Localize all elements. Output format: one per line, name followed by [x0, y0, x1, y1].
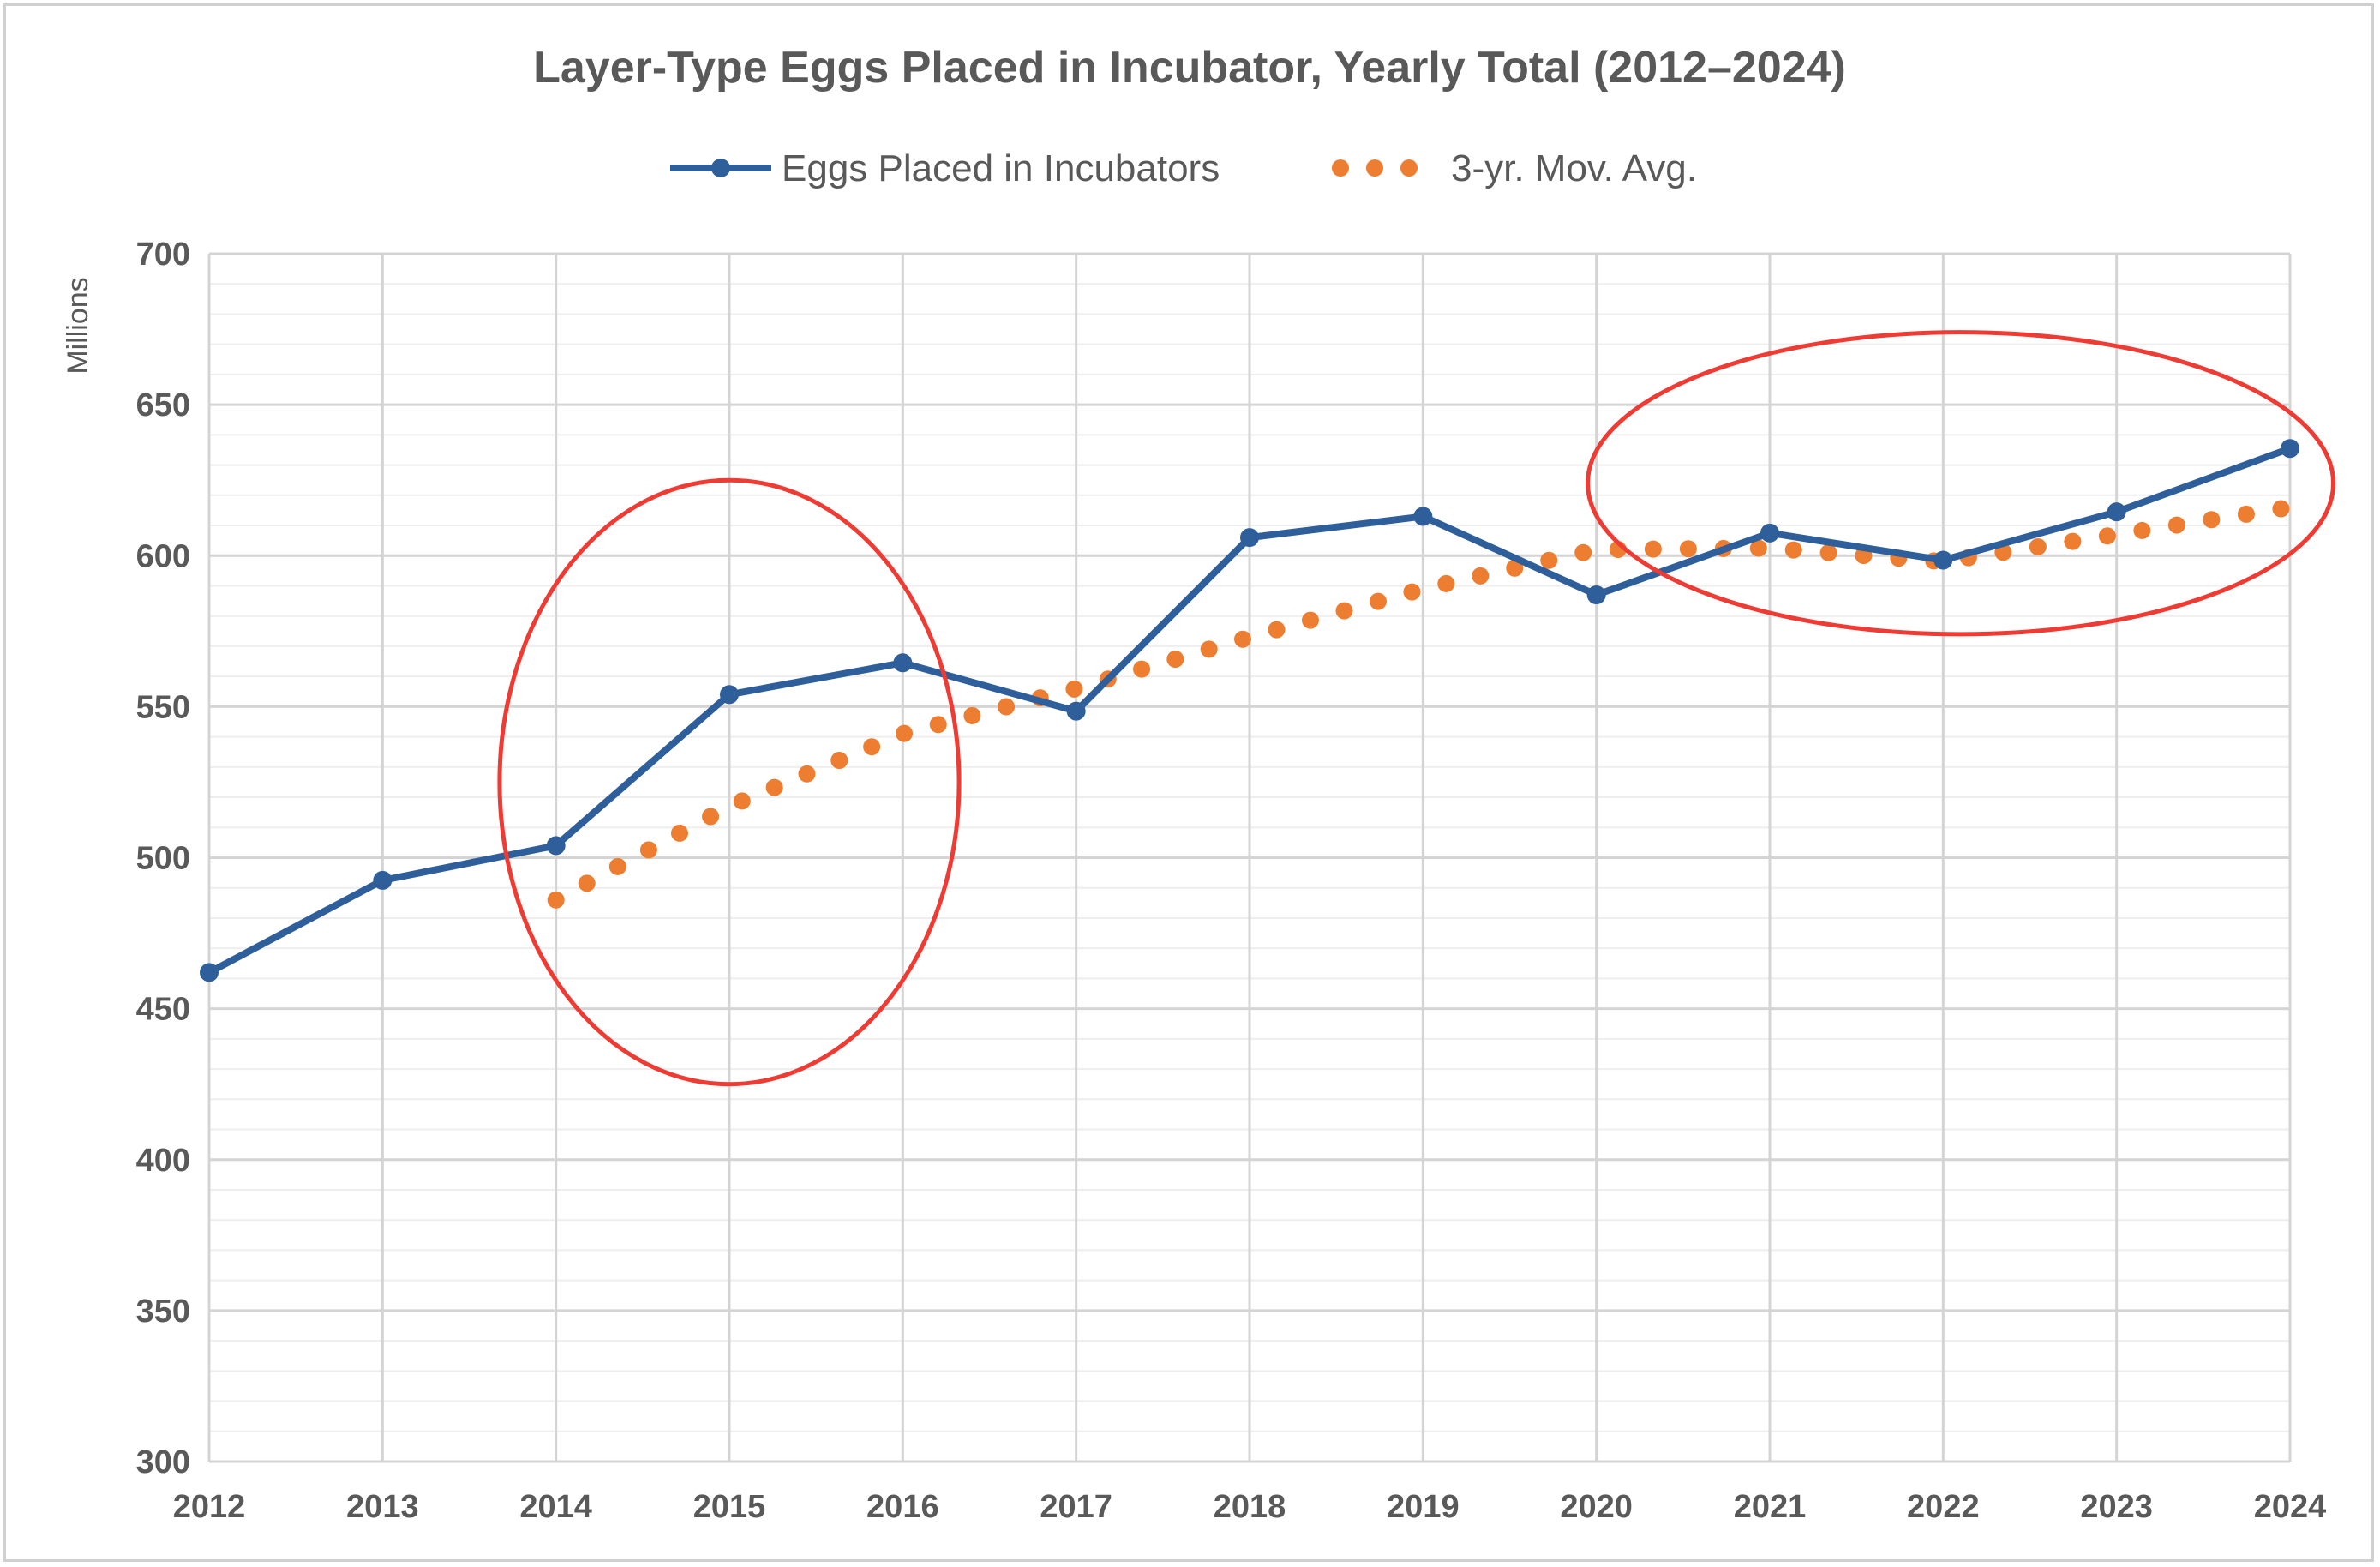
mavg-dot	[1574, 543, 1592, 561]
mavg-dot	[2029, 537, 2047, 555]
chart-title: Layer-Type Eggs Placed in Incubator, Yea…	[533, 43, 1846, 93]
legend-swatch-mavg-dot	[1400, 159, 1418, 177]
x-tick-labels: 2012 2013 2014 2015 2016 2017 2018 2019 2020 2021…	[173, 1489, 2327, 1525]
x-tick-label: 2018	[1214, 1489, 1286, 1525]
x-tick-label: 2019	[1387, 1489, 1460, 1525]
mavg-dot	[798, 765, 816, 783]
legend-label-eggs: Eggs Placed in Incubators	[782, 147, 1220, 189]
annotation-ellipse	[1586, 330, 2336, 637]
y-tick-label: 500	[136, 841, 190, 877]
eggs-placed-point	[1586, 585, 1606, 605]
legend-label-mavg: 3-yr. Mov. Avg.	[1451, 147, 1697, 189]
mavg-dot	[702, 808, 720, 826]
mavg-dot	[1234, 630, 1252, 648]
y-tick-label: 450	[136, 992, 190, 1028]
y-tick-label: 550	[136, 689, 190, 725]
mavg-dot	[2064, 532, 2082, 550]
mavg-dot	[1301, 611, 1319, 629]
mavg-dot	[578, 874, 596, 892]
eggs-placed-point	[2107, 502, 2126, 522]
eggs-placed-point	[1933, 550, 1953, 570]
mavg-dot	[1065, 680, 1083, 698]
mavg-dot	[1819, 543, 1837, 561]
mavg-dot	[1369, 592, 1387, 610]
x-tick-label: 2013	[346, 1489, 419, 1525]
legend-swatch-eggs-marker	[711, 159, 730, 177]
chart-frame	[3, 3, 2374, 1562]
annotation-ellipse	[497, 477, 962, 1087]
mavg-dot	[1437, 574, 1455, 592]
mavg-dot	[863, 738, 881, 756]
y-tick-label: 700	[136, 237, 190, 273]
mavg-dot	[1784, 541, 1802, 559]
mavg-dot	[1268, 621, 1286, 639]
mavg-dot	[1133, 660, 1151, 678]
mavg-dot	[639, 841, 657, 859]
y-axis-label: Millions	[62, 277, 94, 374]
x-tick-label: 2023	[2080, 1489, 2153, 1525]
gridlines	[207, 252, 2292, 1463]
eggs-placed-point	[2281, 439, 2299, 459]
x-tick-label: 2020	[1560, 1489, 1633, 1525]
mavg-dot	[998, 698, 1016, 716]
mavg-dot	[2272, 500, 2290, 518]
legend-item-moving-average: 3-yr. Mov. Avg.	[1332, 147, 1697, 189]
mavg-dot	[733, 792, 751, 810]
mavg-dot	[2203, 511, 2221, 529]
eggs-placed-point	[546, 836, 566, 856]
mavg-dot	[1679, 540, 1697, 558]
mavg-dot	[670, 824, 688, 842]
mavg-dot	[608, 857, 626, 875]
mavg-dot	[547, 891, 565, 909]
x-tick-label: 2016	[866, 1489, 939, 1525]
x-tick-label: 2012	[173, 1489, 246, 1525]
eggs-placed-point	[1760, 523, 1779, 543]
mavg-dot	[1472, 567, 1490, 585]
x-tick-label: 2021	[1734, 1489, 1807, 1525]
mavg-dot	[1166, 650, 1184, 668]
series-eggs-placed	[200, 439, 2299, 982]
mavg-dot	[1403, 583, 1421, 601]
x-tick-label: 2017	[1040, 1489, 1112, 1525]
y-tick-label: 300	[136, 1444, 190, 1480]
eggs-placed-point	[200, 963, 219, 982]
legend: Eggs Placed in Incubators 3-yr. Mov. Avg…	[670, 147, 1697, 189]
y-tick-label: 600	[136, 538, 190, 574]
x-tick-label: 2022	[1907, 1489, 1980, 1525]
y-tick-label: 350	[136, 1294, 190, 1330]
y-tick-label: 650	[136, 387, 190, 423]
eggs-placed-point	[893, 653, 913, 673]
y-tick-label: 400	[136, 1143, 190, 1179]
series-moving-average	[547, 500, 2290, 909]
legend-swatch-mavg-dot	[1366, 159, 1383, 177]
mavg-dot	[1540, 551, 1558, 569]
annotations	[497, 330, 2336, 1087]
legend-swatch-mavg-dot	[1332, 159, 1349, 177]
x-tick-label: 2014	[519, 1489, 592, 1525]
y-tick-labels: 300 350 400 450 500 550 600 650 700	[136, 237, 190, 1480]
mavg-dot	[896, 724, 914, 742]
mavg-dot	[1506, 559, 1524, 577]
mavg-dot	[1644, 540, 1662, 558]
mavg-dot	[1335, 602, 1353, 620]
mavg-dot	[929, 716, 947, 734]
mavg-dot	[1200, 640, 1218, 658]
mavg-dot	[2133, 521, 2151, 539]
eggs-placed-point	[1066, 701, 1086, 721]
mavg-dot	[2167, 516, 2185, 534]
mavg-dot	[1749, 539, 1767, 557]
eggs-placed-point	[1240, 528, 1259, 548]
legend-item-eggs: Eggs Placed in Incubators	[670, 147, 1220, 189]
mavg-dot	[2237, 505, 2255, 523]
mavg-dot	[830, 751, 848, 769]
eggs-placed-point	[373, 870, 393, 890]
x-tick-label: 2015	[693, 1489, 766, 1525]
mavg-dot	[765, 778, 783, 796]
mavg-dot	[963, 706, 981, 724]
eggs-placed-point	[1413, 507, 1433, 526]
eggs-placed-point	[720, 685, 739, 705]
mavg-dot	[2098, 527, 2116, 545]
x-tick-label: 2024	[2254, 1489, 2327, 1525]
